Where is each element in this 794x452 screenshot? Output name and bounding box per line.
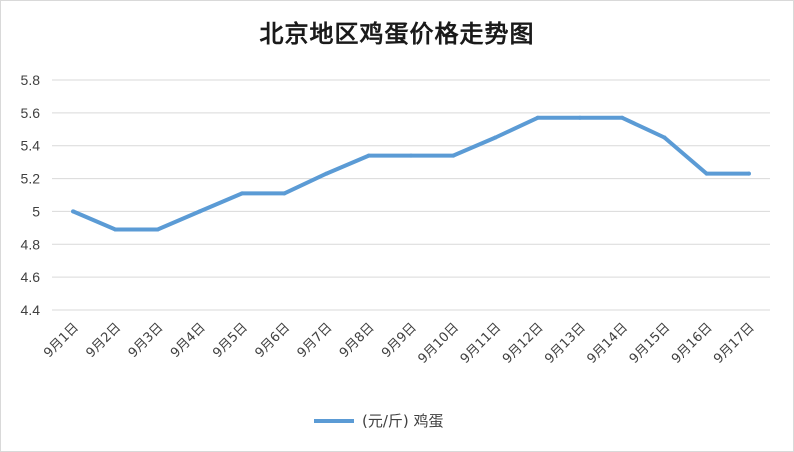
data-point [493,135,498,140]
x-tick-label: 9月1日 [41,320,82,361]
data-point [620,115,625,120]
y-tick-label: 5.2 [21,171,41,187]
x-tick-label: 9月14日 [584,320,631,367]
series-line [71,115,751,232]
data-point [113,227,118,232]
data-point [155,227,160,232]
data-point [451,153,456,158]
data-point [535,115,540,120]
x-tick-label: 9月4日 [168,320,209,361]
x-tick-label: 9月12日 [500,320,547,367]
y-tick-label: 5.8 [21,72,41,88]
data-point [240,191,245,196]
y-axis-ticks: 4.4 4.6 4.8 5 5.2 5.4 5.6 5.8 [21,72,41,318]
x-tick-label: 9月2日 [83,320,124,361]
x-tick-label: 9月6日 [252,320,293,361]
data-point [409,153,413,158]
legend: (元/斤) 鸡蛋 [314,412,444,430]
x-tick-label: 9月13日 [542,320,589,367]
chart-title: 北京地区鸡蛋价格走势图 [259,19,535,48]
x-tick-label: 9月16日 [669,320,716,367]
data-point [746,171,751,176]
data-point [282,191,287,196]
x-tick-label: 9月11日 [458,320,505,367]
data-point [662,135,667,140]
data-point [577,115,582,120]
x-tick-label: 9月5日 [210,320,251,361]
x-tick-label: 9月3日 [126,320,167,361]
x-tick-label: 9月8日 [337,320,378,361]
y-tick-label: 4.8 [21,236,41,252]
y-tick-label: 4.4 [21,302,41,318]
legend-label: (元/斤) 鸡蛋 [362,412,444,430]
x-axis-ticks: 9月1日 9月2日 9月3日 9月4日 9月5日 9月6日 9月7日 9月8日 9月9日9月10… [41,320,757,367]
data-point [71,209,76,214]
x-tick-label: 9月10日 [416,320,463,367]
x-tick-label: 9月17日 [711,320,758,367]
data-point [366,153,371,158]
data-point [324,171,329,176]
y-tick-label: 5.6 [21,105,41,121]
y-tick-label: 4.6 [21,269,41,285]
series-layer [71,115,751,232]
x-tick-label: 9月9日 [379,320,420,361]
x-tick-label: 9月7日 [295,320,336,361]
gridlines [52,79,770,311]
y-tick-label: 5 [32,203,40,219]
y-tick-label: 5.4 [21,138,41,154]
data-point [704,171,709,176]
data-point [197,209,202,214]
x-tick-label: 9月15日 [627,320,674,367]
